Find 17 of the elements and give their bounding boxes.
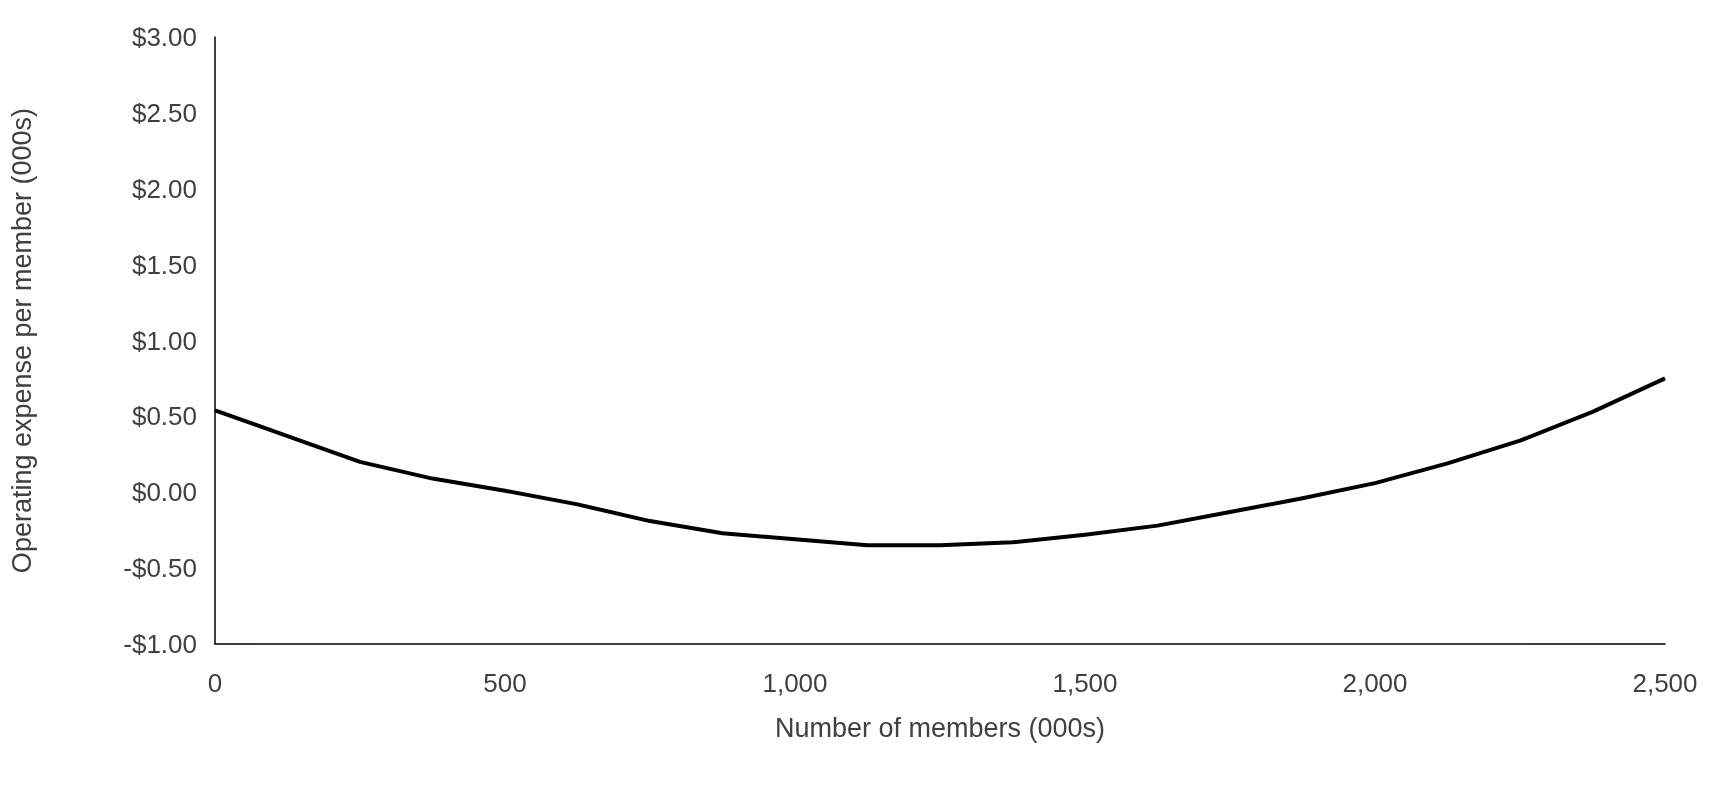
y-tick-label: $0.00 — [131, 477, 197, 508]
x-tick-label: 0 — [207, 668, 223, 698]
y-tick-label: $1.00 — [131, 325, 197, 356]
x-tick-label: 2,500 — [1632, 668, 1698, 698]
y-tick-label: $0.50 — [131, 401, 197, 432]
y-tick-label: $3.00 — [131, 22, 197, 52]
x-tick-label: 1,500 — [1052, 668, 1118, 698]
y-tick-label: $1.50 — [131, 249, 197, 280]
y-tick-label: $2.50 — [131, 97, 197, 128]
y-axis-title: Operating expense per member (000s) — [6, 107, 37, 574]
x-tick-label: 1,000 — [762, 668, 828, 698]
y-tick-label: -$0.50 — [123, 553, 197, 584]
y-tick-label: -$1.00 — [123, 629, 197, 659]
y-tick-label: $2.00 — [131, 173, 197, 204]
x-tick-label: 500 — [483, 668, 527, 698]
x-axis-title: Number of members (000s) — [774, 712, 1106, 743]
x-tick-label: 2,000 — [1342, 668, 1408, 698]
